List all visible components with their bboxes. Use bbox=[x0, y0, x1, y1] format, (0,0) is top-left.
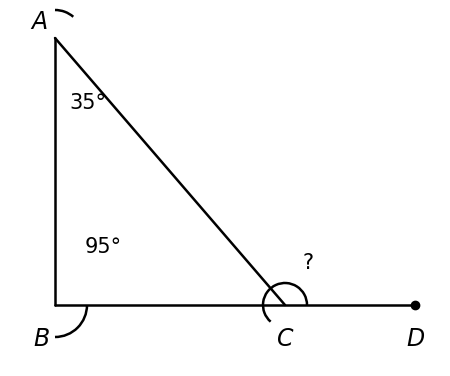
Text: ?: ? bbox=[303, 253, 314, 273]
Text: C: C bbox=[277, 327, 293, 351]
Text: D: D bbox=[406, 327, 424, 351]
Text: A: A bbox=[31, 10, 47, 34]
Text: 35°: 35° bbox=[69, 93, 106, 113]
Text: B: B bbox=[34, 327, 50, 351]
Text: 95°: 95° bbox=[85, 237, 122, 257]
